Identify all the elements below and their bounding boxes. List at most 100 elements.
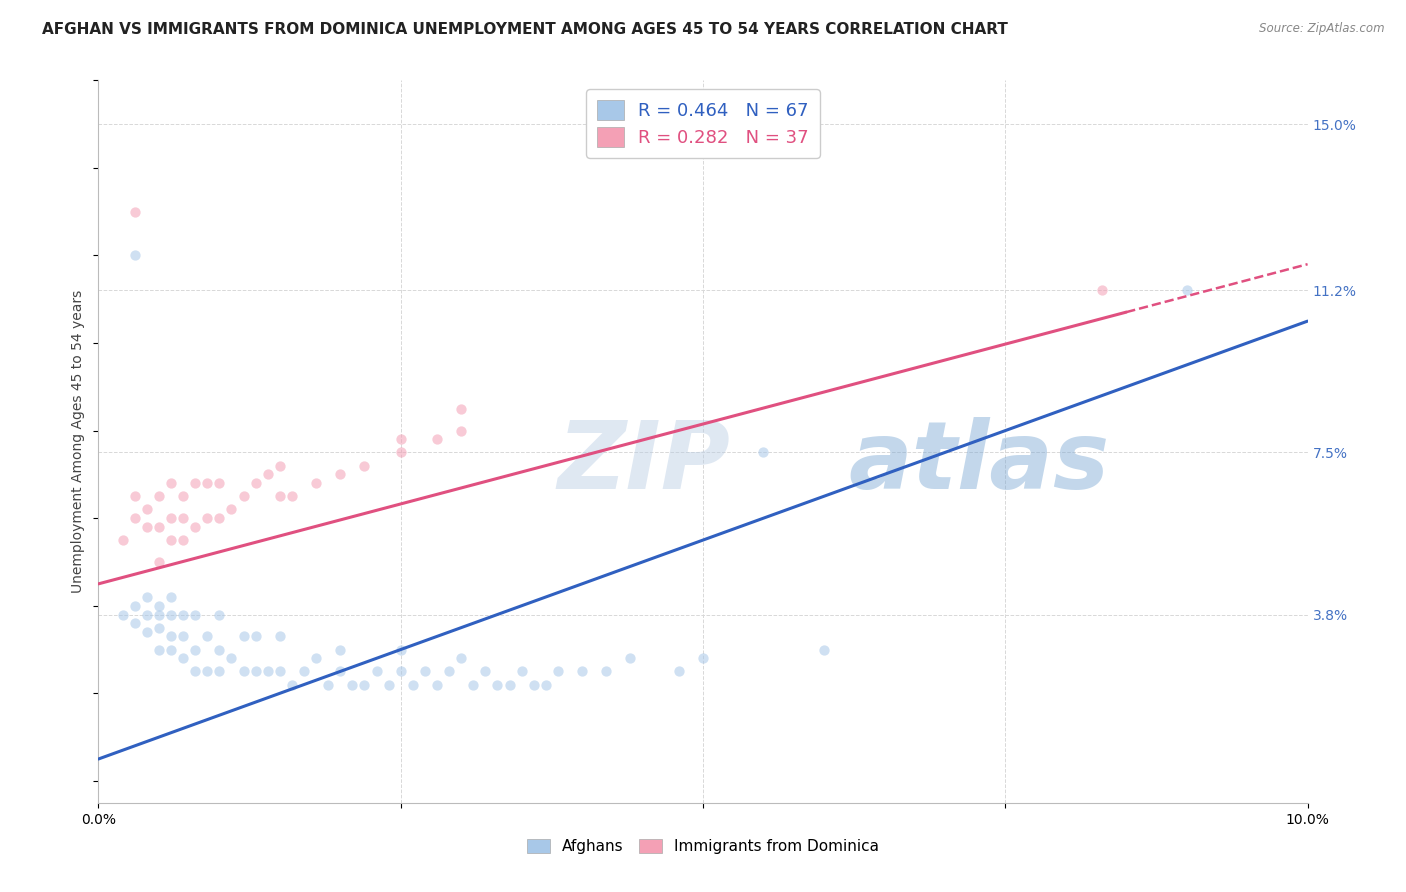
Point (692, 651, 714, 665)
Point (135, 520, 157, 534)
Point (668, 665, 690, 679)
Point (305, 651, 328, 665)
Point (1091, 284, 1114, 298)
Point (389, 445, 412, 459)
Point (256, 467, 278, 482)
Point (450, 651, 472, 665)
Point (353, 458, 375, 473)
Point (221, 651, 243, 665)
Point (389, 433, 412, 447)
Point (292, 665, 315, 679)
Point (353, 677, 375, 691)
Point (245, 665, 267, 679)
Point (595, 665, 617, 679)
Text: ZIP: ZIP (558, 417, 731, 509)
Point (316, 677, 339, 691)
Point (813, 642, 835, 657)
Point (135, 590, 157, 604)
Point (124, 616, 146, 631)
Point (450, 401, 472, 416)
Point (752, 445, 775, 459)
Point (245, 476, 267, 491)
Point (195, 511, 218, 525)
Point (184, 476, 207, 491)
Point (148, 642, 170, 657)
Point (148, 599, 170, 613)
Point (269, 629, 291, 643)
Point (124, 204, 146, 219)
Point (571, 665, 593, 679)
Point (184, 520, 207, 534)
Point (523, 677, 546, 691)
Point (184, 665, 207, 679)
Point (534, 677, 557, 691)
Point (281, 677, 304, 691)
Point (195, 629, 218, 643)
Point (377, 677, 399, 691)
Point (426, 433, 449, 447)
Point (195, 665, 218, 679)
Point (463, 677, 485, 691)
Point (135, 625, 157, 640)
Point (426, 677, 449, 691)
Text: atlas: atlas (848, 417, 1109, 509)
Point (208, 642, 231, 657)
Point (329, 467, 352, 482)
Point (547, 665, 569, 679)
Point (450, 424, 472, 438)
Point (329, 642, 352, 657)
Point (389, 665, 412, 679)
Point (124, 511, 146, 525)
Point (389, 642, 412, 657)
Point (402, 677, 425, 691)
Point (256, 665, 278, 679)
Point (498, 677, 520, 691)
Point (619, 651, 641, 665)
Point (208, 607, 231, 622)
Point (172, 489, 194, 503)
Point (305, 476, 328, 491)
Point (195, 476, 218, 491)
Point (232, 489, 254, 503)
Point (232, 629, 254, 643)
Point (232, 665, 254, 679)
Point (135, 607, 157, 622)
Point (510, 665, 533, 679)
Y-axis label: Unemployment Among Ages 45 to 54 years: Unemployment Among Ages 45 to 54 years (72, 290, 86, 593)
Point (208, 665, 231, 679)
Point (1175, 284, 1198, 298)
Point (281, 489, 304, 503)
Legend: Afghans, Immigrants from Dominica: Afghans, Immigrants from Dominica (520, 832, 886, 860)
Point (208, 511, 231, 525)
Point (172, 651, 194, 665)
Point (148, 621, 170, 635)
Point (221, 502, 243, 516)
Point (486, 677, 509, 691)
Point (208, 476, 231, 491)
Point (160, 476, 183, 491)
Point (160, 642, 183, 657)
Point (437, 665, 460, 679)
Point (148, 489, 170, 503)
Point (160, 511, 183, 525)
Point (269, 458, 291, 473)
Point (413, 665, 436, 679)
Point (269, 665, 291, 679)
Point (124, 599, 146, 613)
Text: AFGHAN VS IMMIGRANTS FROM DOMINICA UNEMPLOYMENT AMONG AGES 45 TO 54 YEARS CORREL: AFGHAN VS IMMIGRANTS FROM DOMINICA UNEMP… (42, 22, 1008, 37)
Point (111, 533, 134, 547)
Point (148, 555, 170, 569)
Point (172, 533, 194, 547)
Text: Source: ZipAtlas.com: Source: ZipAtlas.com (1260, 22, 1385, 36)
Point (148, 520, 170, 534)
Point (160, 590, 183, 604)
Point (160, 533, 183, 547)
Point (184, 607, 207, 622)
Point (160, 629, 183, 643)
Point (184, 642, 207, 657)
Point (124, 489, 146, 503)
Point (135, 502, 157, 516)
Point (342, 677, 364, 691)
Point (124, 248, 146, 262)
Point (160, 607, 183, 622)
